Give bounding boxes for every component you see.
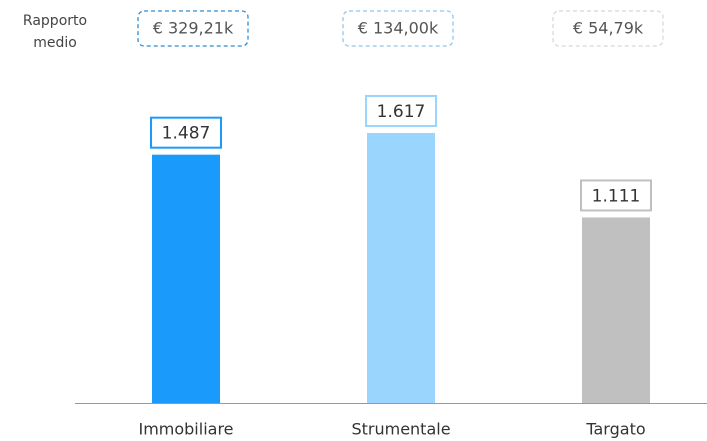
value-label: 1.111 bbox=[592, 186, 641, 206]
bar bbox=[582, 217, 650, 403]
average-label: € 329,21k bbox=[153, 19, 234, 38]
average-box bbox=[137, 10, 249, 47]
value-label: 1.487 bbox=[162, 124, 211, 144]
bar bbox=[152, 154, 220, 403]
value-label-box bbox=[580, 179, 652, 212]
average-box bbox=[552, 10, 664, 47]
bar bbox=[367, 132, 435, 403]
value-label: 1.617 bbox=[377, 102, 426, 122]
value-label-box bbox=[365, 94, 437, 127]
x-tick-label: Immobiliare bbox=[138, 420, 233, 439]
average-box bbox=[342, 10, 454, 47]
average-label: € 54,79k bbox=[573, 19, 644, 38]
average-label: € 134,00k bbox=[358, 19, 439, 38]
x-tick-label: Strumentale bbox=[351, 420, 450, 439]
average-title: Rapporto medio bbox=[22, 13, 88, 51]
value-label-box bbox=[150, 116, 222, 149]
x-tick-label: Targato bbox=[585, 420, 645, 439]
